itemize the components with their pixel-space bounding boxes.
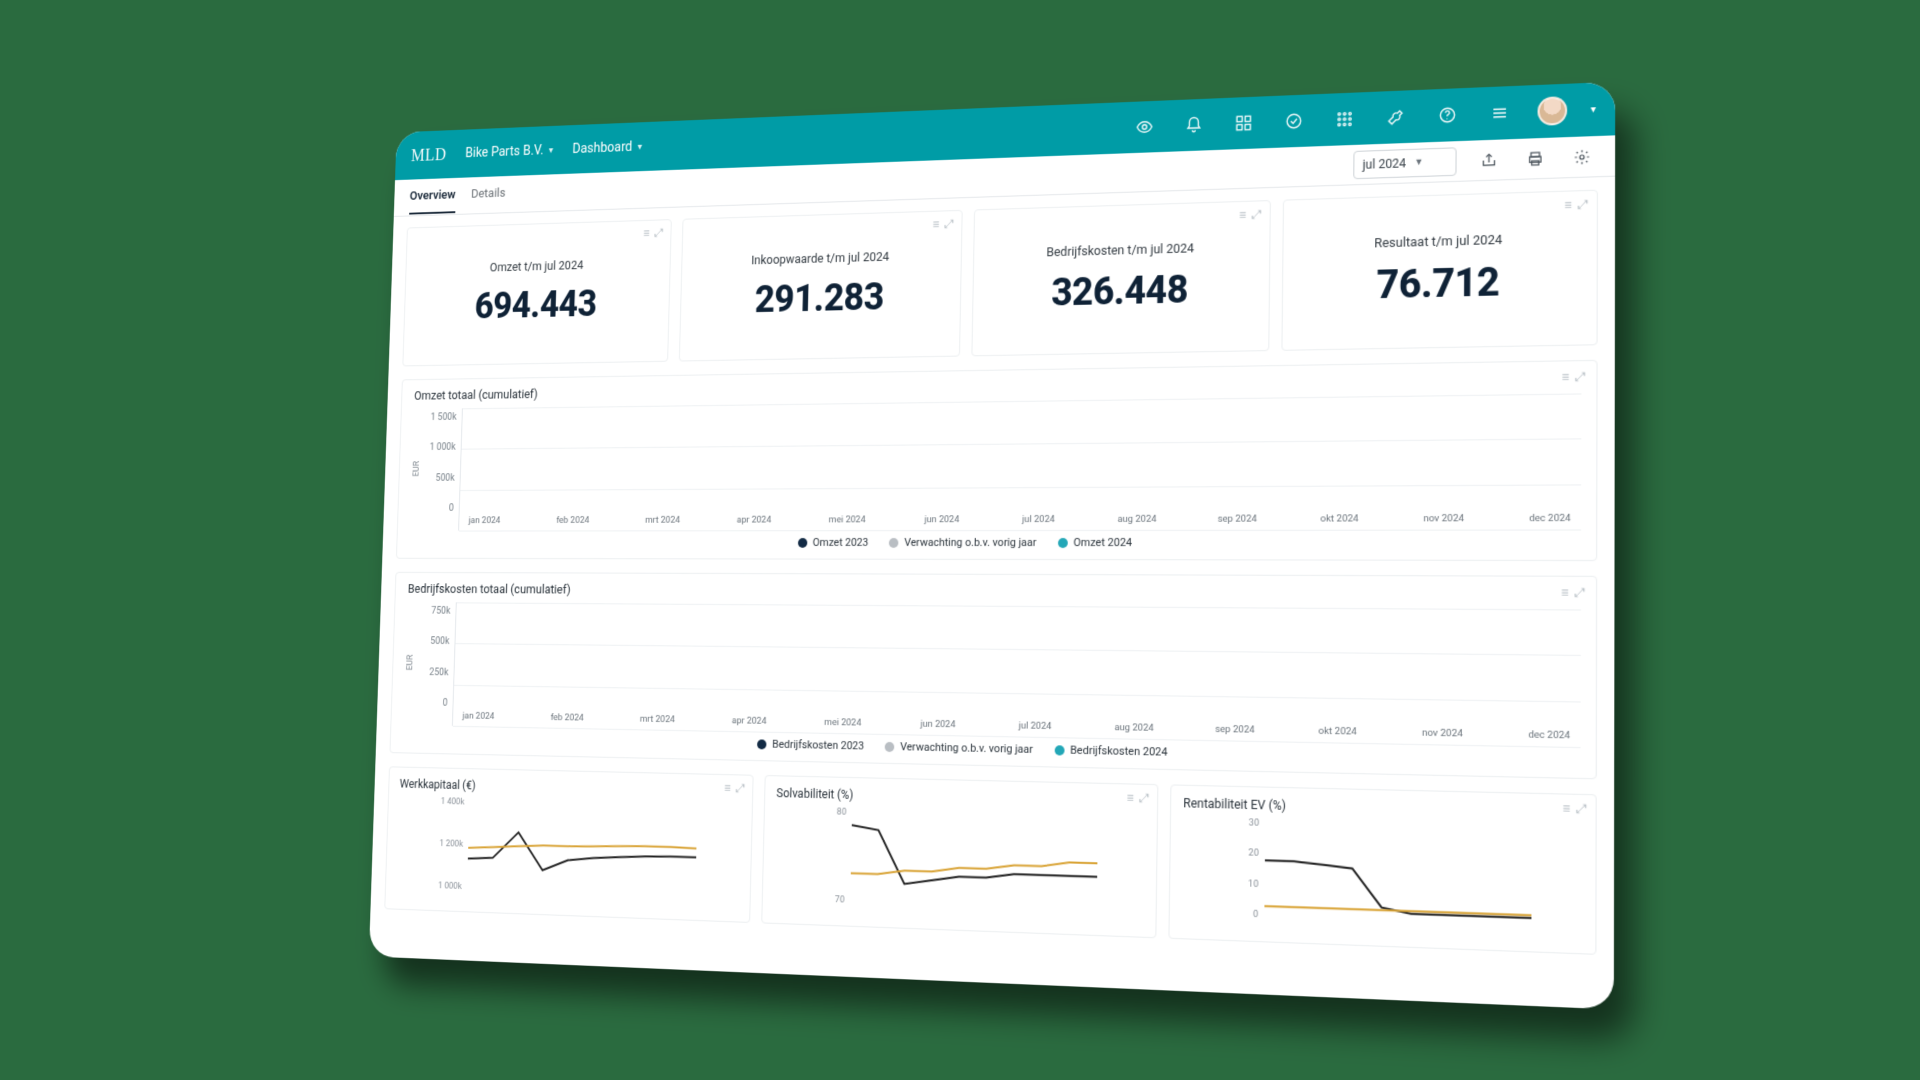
expand-icon[interactable]: ⤢: [1575, 369, 1585, 385]
expand-icon[interactable]: ⤢: [1139, 791, 1149, 807]
panel-bedrijfskosten-totaal: ≡ ⤢ Bedrijfskosten totaal (cumulatief) 7…: [390, 572, 1598, 779]
svg-text:1 000k: 1 000k: [438, 881, 463, 892]
user-avatar[interactable]: [1537, 96, 1567, 126]
gear-icon[interactable]: [1568, 143, 1596, 171]
kpi-card: ≡ ⤢ Bedrijfskosten t/m jul 2024 326.448: [971, 200, 1270, 356]
expand-icon[interactable]: ⤢: [1252, 207, 1262, 222]
tab-details[interactable]: Details: [471, 177, 506, 213]
kpi-label: Resultaat t/m jul 2024: [1374, 232, 1502, 251]
barchart-omzet: 1 500k1 000k500k0EURjan 2024feb 2024mrt …: [410, 393, 1582, 530]
company-name: Bike Parts B.V.: [465, 143, 544, 161]
svg-text:30: 30: [1249, 818, 1260, 829]
panel-omzet-totaal: ≡ ⤢ Omzet totaal (cumulatief) 1 500k1 00…: [396, 360, 1598, 561]
panel-menu-icon[interactable]: ≡: [1561, 585, 1569, 601]
apps-grid-icon[interactable]: [1330, 104, 1359, 133]
expand-icon[interactable]: ⤢: [736, 781, 745, 796]
expand-icon[interactable]: ⤢: [1576, 801, 1586, 817]
kpi-row: ≡ ⤢ Omzet t/m jul 2024 694.443 ≡ ⤢ Inkoopwaard…: [402, 190, 1598, 367]
wrench-icon[interactable]: [1381, 102, 1410, 131]
svg-text:80: 80: [837, 807, 847, 818]
company-selector[interactable]: Bike Parts B.V. ▾: [465, 143, 553, 161]
panel-menu-icon[interactable]: ≡: [1564, 198, 1572, 214]
kpi-value: 291.283: [754, 276, 884, 322]
panel-menu-icon[interactable]: ≡: [643, 226, 650, 240]
panel-menu-icon[interactable]: ≡: [1562, 801, 1570, 817]
dashboard-content: ≡ ⤢ Omzet t/m jul 2024 694.443 ≡ ⤢ Inkoopwaard…: [369, 177, 1615, 1010]
chevron-down-icon: ▼: [1414, 157, 1423, 168]
barchart-bedrijfskosten: 750k500k250k0EURjan 2024feb 2024mrt 2024…: [403, 602, 1581, 747]
kpi-card: ≡ ⤢ Inkoopwaarde t/m jul 2024 291.283: [679, 210, 963, 362]
period-value: jul 2024: [1363, 156, 1407, 172]
chevron-down-icon: ▾: [1591, 104, 1596, 116]
mini-chart: ≡⤢Solvabiliteit (%)8070: [761, 775, 1158, 938]
bell-icon[interactable]: [1180, 111, 1208, 140]
panel-menu-icon[interactable]: ≡: [1561, 370, 1569, 386]
legend-item[interactable]: Omzet 2023: [798, 536, 869, 549]
period-selector[interactable]: jul 2024 ▼: [1353, 147, 1456, 179]
kpi-card: ≡ ⤢ Omzet t/m jul 2024 694.443: [402, 219, 671, 366]
legend-item[interactable]: Verwachting o.b.v. vorig jaar: [889, 536, 1036, 549]
brand-logo: MLD: [411, 145, 447, 166]
svg-text:10: 10: [1248, 879, 1259, 890]
eye-icon[interactable]: [1131, 113, 1159, 142]
legend-item[interactable]: Verwachting o.b.v. vorig jaar: [885, 740, 1033, 756]
help-icon[interactable]: [1433, 100, 1462, 130]
chevron-down-icon: ▾: [549, 145, 554, 155]
svg-text:0: 0: [1253, 909, 1259, 920]
legend-item[interactable]: Omzet 2024: [1058, 536, 1132, 549]
legend-item[interactable]: Bedrijfskosten 2023: [757, 737, 864, 752]
check-circle-icon[interactable]: [1280, 107, 1309, 136]
kpi-label: Inkoopwaarde t/m jul 2024: [751, 249, 889, 267]
print-icon[interactable]: [1521, 144, 1549, 172]
mini-charts-row: ≡⤢Werkkapitaal (€)1 400k1 200k1 000k≡⤢So…: [384, 766, 1596, 955]
expand-icon[interactable]: ⤢: [1575, 585, 1585, 601]
panel-menu-icon[interactable]: ≡: [1239, 208, 1246, 223]
svg-text:1 200k: 1 200k: [439, 839, 464, 850]
section-name: Dashboard: [572, 140, 632, 157]
modules-icon[interactable]: [1229, 109, 1257, 138]
kpi-value: 326.448: [1051, 268, 1188, 315]
panel-menu-icon[interactable]: ≡: [724, 781, 731, 796]
kpi-value: 76.712: [1376, 260, 1499, 308]
kpi-label: Omzet t/m jul 2024: [490, 258, 584, 275]
expand-icon[interactable]: ⤢: [1578, 197, 1588, 213]
panel-title: Bedrijfskosten totaal (cumulatief): [408, 582, 1581, 603]
kpi-value: 694.443: [474, 283, 597, 327]
tab-overview[interactable]: Overview: [409, 179, 456, 215]
legend-item[interactable]: Bedrijfskosten 2024: [1054, 743, 1167, 758]
expand-icon[interactable]: ⤢: [655, 226, 664, 240]
kpi-label: Bedrijfskosten t/m jul 2024: [1046, 241, 1194, 260]
svg-text:20: 20: [1248, 848, 1259, 859]
svg-text:70: 70: [835, 895, 845, 906]
section-selector[interactable]: Dashboard ▾: [572, 139, 642, 157]
svg-text:1 400k: 1 400k: [441, 797, 466, 808]
mini-chart: ≡⤢Rentabiliteit EV (%)3020100: [1168, 784, 1596, 954]
panel-menu-icon[interactable]: ≡: [932, 217, 939, 232]
mini-chart: ≡⤢Werkkapitaal (€)1 400k1 200k1 000k: [384, 766, 753, 923]
chart-legend: Omzet 2023 Verwachting o.b.v. vorig jaar O…: [409, 529, 1581, 551]
kpi-card: ≡ ⤢ Resultaat t/m jul 2024 76.712: [1281, 190, 1598, 351]
expand-icon[interactable]: ⤢: [945, 217, 954, 232]
tabs: Overview Details: [409, 177, 506, 215]
panel-menu-icon[interactable]: ≡: [1126, 791, 1133, 806]
share-icon[interactable]: [1475, 146, 1502, 174]
chevron-down-icon: ▾: [637, 141, 642, 152]
hamburger-icon[interactable]: [1485, 98, 1514, 128]
